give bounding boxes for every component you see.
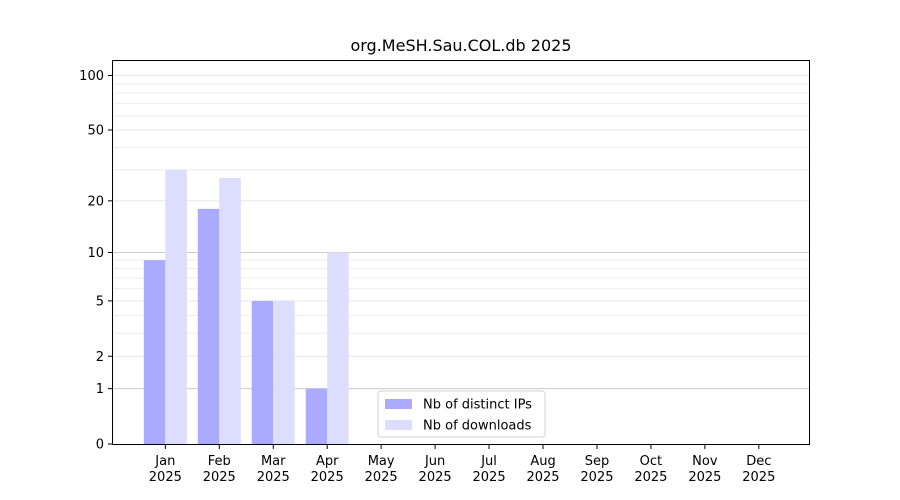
- legend-box: [377, 390, 546, 438]
- y-axis: 0 1 2 5 10 20 50 100: [79, 69, 113, 453]
- legend-swatch: [385, 399, 412, 409]
- x-tick-label: Jul 2025: [473, 454, 506, 485]
- x-tick-label: Dec 2025: [742, 454, 775, 485]
- y-tick-label: 100: [79, 69, 104, 84]
- legend: Nb of distinct IPs Nb of downloads: [377, 390, 546, 438]
- x-tick-label: Apr 2025: [311, 454, 344, 485]
- y-tick-label: 50: [87, 123, 104, 138]
- x-tick-label: Mar 2025: [257, 454, 290, 485]
- y-tick-label: 2: [96, 350, 104, 365]
- x-tick-label: Oct 2025: [634, 454, 667, 485]
- y-tick-label: 10: [87, 246, 104, 261]
- bars: [143, 169, 349, 445]
- x-tick-label: Nov 2025: [688, 454, 721, 485]
- legend-swatch: [385, 420, 412, 430]
- y-tick-label: 20: [87, 194, 104, 209]
- bar-downloads: [219, 177, 241, 445]
- bar-distinct-ips: [305, 388, 328, 444]
- x-tick-label: Jan 2025: [149, 454, 182, 485]
- bar-distinct-ips: [251, 300, 274, 444]
- legend-label: Nb of downloads: [423, 419, 532, 434]
- bar-downloads: [273, 300, 295, 444]
- bar-distinct-ips: [143, 260, 166, 444]
- bar-distinct-ips: [197, 208, 220, 444]
- y-tick-label: 1: [96, 382, 104, 397]
- x-tick-label: Aug 2025: [526, 454, 559, 485]
- chart-title: org.MeSH.Sau.COL.db 2025: [350, 36, 571, 55]
- x-axis: Jan 2025 Feb 2025 Mar 2025 Apr 2025 May 2025 Jun 20…: [149, 444, 775, 485]
- legend-label: Nb of distinct IPs: [423, 398, 532, 413]
- x-tick-label: May 2025: [365, 454, 398, 485]
- x-tick-label: Sep 2025: [580, 454, 613, 485]
- y-tick-label: 0: [96, 438, 104, 453]
- bar-downloads: [327, 252, 349, 444]
- y-tick-label: 5: [96, 294, 104, 309]
- bar-downloads: [165, 169, 187, 445]
- x-tick-label: Feb 2025: [203, 454, 236, 485]
- x-tick-label: Jun 2025: [419, 454, 452, 485]
